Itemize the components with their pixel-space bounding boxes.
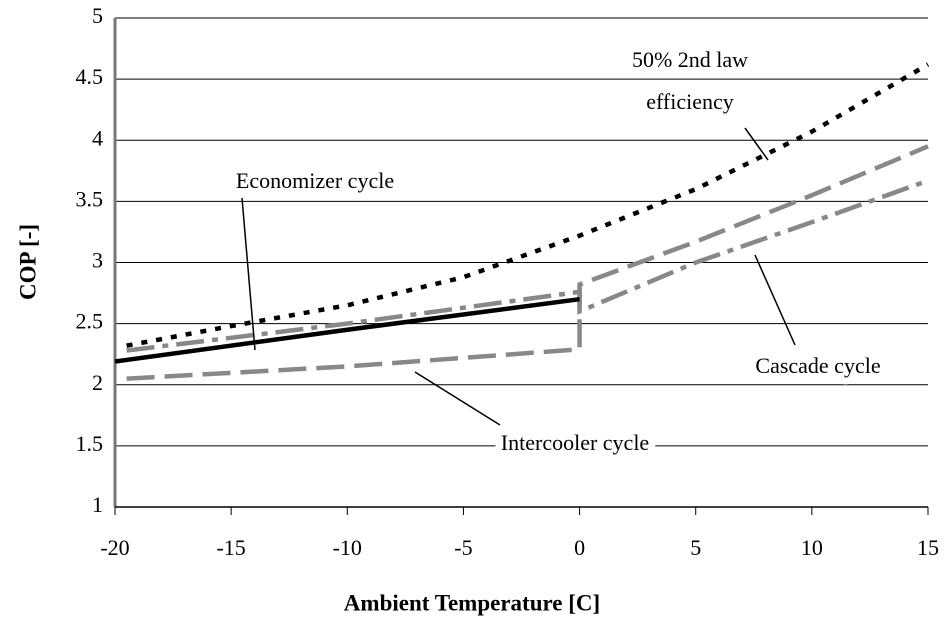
x-tick-label: 15 — [917, 535, 939, 560]
x-tick-label: -20 — [100, 535, 129, 560]
annotation: Intercooler cycle — [501, 430, 649, 455]
x-tick-label: 5 — [690, 535, 701, 560]
series-line — [114, 296, 580, 364]
y-tick-label: 2.5 — [76, 309, 104, 334]
leader-line — [744, 127, 769, 161]
y-tick-label: 2 — [92, 370, 103, 395]
y-tick-label: 3.5 — [76, 186, 104, 211]
leader-line — [414, 371, 501, 426]
annotation: Cascade cycle — [755, 353, 880, 378]
y-tick-label: 1.5 — [76, 431, 104, 456]
x-tick-label: 0 — [574, 535, 585, 560]
annotation: 50% 2nd law — [632, 47, 748, 72]
y-tick-label: 1 — [92, 492, 103, 517]
x-tick-label: -5 — [454, 535, 472, 560]
y-tick-label: 5 — [92, 3, 103, 28]
x-tick-label: -10 — [333, 535, 362, 560]
y-tick-label: 4 — [92, 125, 103, 150]
annotations: 50% 2nd law efficiency Economizer cycle … — [229, 40, 888, 462]
series-line — [126, 62, 930, 348]
annotation: efficiency — [646, 89, 734, 114]
x-axis-label: Ambient Temperature [C] — [344, 590, 600, 615]
leader-line — [241, 197, 256, 351]
x-tick-label: -15 — [216, 535, 245, 560]
y-axis-label: COP [-] — [15, 224, 40, 300]
annotation: Economizer cycle — [236, 168, 394, 193]
x-tick-label: 10 — [801, 535, 823, 560]
y-tick-label: 4.5 — [76, 64, 104, 89]
series-line — [126, 144, 929, 381]
y-tick-label: 3 — [92, 248, 103, 273]
series — [114, 62, 930, 381]
series-line — [126, 178, 929, 353]
leader-line — [754, 254, 796, 346]
grid: 1 1.5 2 2.5 3 3.5 4 4.5 5 -20 -15 -10 -5 0 5 10 15 — [76, 3, 940, 560]
